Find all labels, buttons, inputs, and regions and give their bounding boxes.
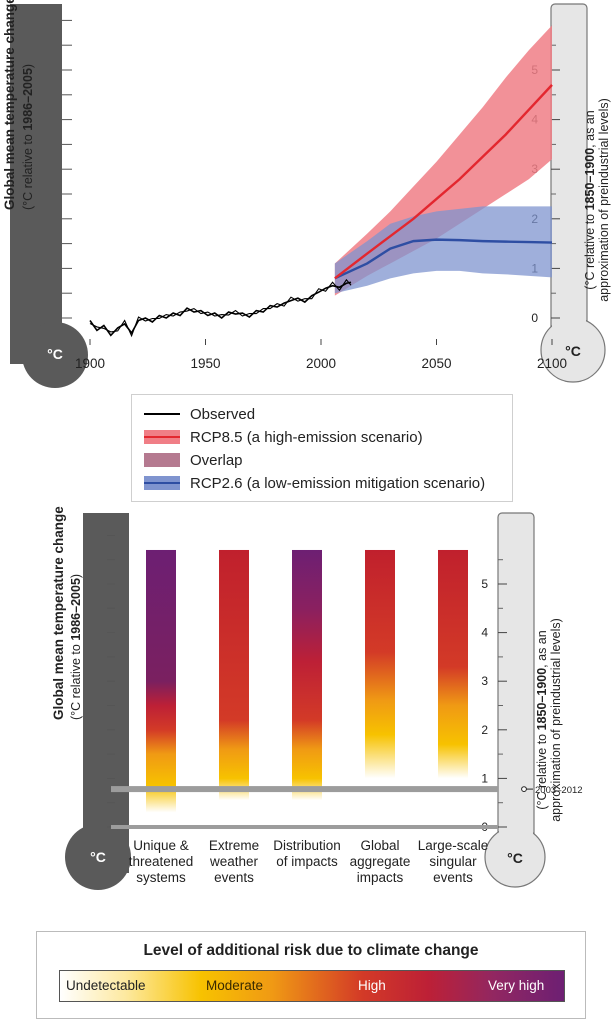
legend-swatch-overlap — [144, 453, 180, 467]
category-label: Global aggregate impacts — [350, 838, 411, 885]
category-label-line: events — [433, 870, 473, 885]
right-unit-symbol: °C — [507, 850, 523, 866]
legend-label: RCP2.6 (a low-emission mitigation scenar… — [190, 474, 486, 492]
right-tick-label: 5 — [481, 577, 488, 591]
risk-scale-bar: Undetectable Moderate High Very high — [59, 970, 565, 1002]
category-label-line: singular — [429, 854, 477, 869]
risk-level-high: High — [358, 978, 386, 993]
x-tick-label: 2000 — [306, 356, 336, 371]
risk-bar — [219, 549, 249, 827]
observed-line — [89, 281, 352, 337]
x-tick-label: 2100 — [537, 356, 567, 371]
left-thermometer-ticks — [107, 534, 115, 828]
zero-band — [111, 825, 498, 829]
risk-bar — [365, 549, 395, 827]
category-label-line: events — [214, 870, 254, 885]
risk-level-very-high: Very high — [488, 978, 545, 993]
left-thermometer-ticks — [62, 19, 72, 319]
left-unit-symbol: °C — [90, 849, 106, 865]
category-label-line: of impacts — [276, 854, 338, 869]
category-label-line: Extreme — [209, 838, 259, 853]
rcp26-mean-line — [334, 238, 553, 280]
risk-level-moderate: Moderate — [206, 978, 264, 993]
x-tick-label: 1900 — [75, 356, 105, 371]
rcp85-mean-line — [334, 84, 553, 280]
risk-scale-legend: Level of additional risk due to climate … — [36, 931, 586, 1019]
legend-item-rcp26: RCP2.6 (a low-emission mitigation scenar… — [144, 472, 485, 494]
legend-label: Observed — [190, 405, 256, 423]
left-axis-label: Global mean temperature change — [51, 506, 66, 720]
temperature-projection-chart: °C Global mean temperature change (°C re… — [2, 0, 611, 388]
plot-area — [89, 25, 553, 338]
category-label: Distribution of impacts — [273, 838, 341, 869]
legend-label: Overlap — [190, 451, 243, 469]
rcp26-uncertainty-band — [334, 206, 552, 294]
legend: Observed RCP8.5 (a high-emission scenari… — [131, 394, 513, 502]
risk-by-concern-chart: °C Global mean temperature change (°C re… — [51, 506, 583, 890]
category-label-line: impacts — [357, 870, 404, 885]
reference-band — [111, 786, 498, 793]
left-axis-sublabel: (°C relative to 1986–2005) — [69, 574, 83, 720]
left-axis-sublabel: (°C relative to 1986–2005) — [21, 64, 35, 210]
legend-item-observed: Observed — [144, 403, 255, 425]
legend-item-overlap: Overlap — [144, 449, 243, 471]
legend-swatch-observed — [144, 413, 180, 415]
risk-bar — [438, 549, 468, 827]
category-label: Large-scale singular events — [418, 838, 489, 885]
category-label-line: Large-scale — [418, 838, 489, 853]
right-tick-label: 4 — [481, 626, 488, 640]
right-axis-label-line2: approximation of preindustrial levels) — [597, 98, 611, 302]
left-thermometer: °C — [10, 4, 88, 388]
category-label-line: threatened — [129, 854, 194, 869]
legend-swatch-rcp85 — [144, 430, 180, 444]
left-thermometer: °C — [65, 513, 131, 890]
right-tick-label: 3 — [481, 674, 488, 688]
x-tick-label: 2050 — [421, 356, 451, 371]
right-unit-symbol: °C — [565, 343, 581, 359]
right-axis-label-line1: (°C relative to 1850–1900, as an — [583, 110, 597, 289]
x-axis: 1900 1950 2000 2050 2100 — [75, 339, 567, 371]
reference-marker-label: 2003–2012 — [535, 785, 583, 796]
right-axis-label-line2: approximation of preindustrial levels) — [549, 618, 563, 822]
risk-scale-title: Level of additional risk due to climate … — [143, 942, 479, 959]
left-axis-label: Global mean temperature change — [2, 0, 17, 210]
legend-item-rcp85: RCP8.5 (a high-emission scenario) — [144, 426, 423, 448]
x-tick-label: 1950 — [190, 356, 220, 371]
right-tick-label: 1 — [481, 771, 488, 785]
category-label: Unique & threatened systems — [129, 838, 194, 885]
reference-marker-dot — [521, 786, 527, 792]
right-thermometer: °C — [484, 512, 546, 888]
legend-label: RCP8.5 (a high-emission scenario) — [190, 428, 423, 446]
category-label-line: systems — [136, 870, 186, 885]
category-label: Extreme weather events — [209, 838, 259, 885]
risk-bar — [146, 549, 176, 827]
right-tick-label: 0 — [531, 311, 538, 325]
category-label-line: aggregate — [350, 854, 411, 869]
category-label-line: Distribution — [273, 838, 341, 853]
category-label-line: Unique & — [133, 838, 189, 853]
right-thermometer: °C — [540, 3, 606, 383]
left-unit-symbol: °C — [47, 346, 63, 362]
category-label-line: weather — [209, 854, 259, 869]
right-axis-label-line1: (°C relative to 1850–1900, as an — [535, 630, 549, 809]
observed-line-secondary — [89, 278, 352, 338]
right-tick-label: 2 — [481, 723, 488, 737]
category-label-line: Global — [360, 838, 399, 853]
risk-bar — [292, 549, 322, 827]
legend-swatch-rcp26 — [144, 476, 180, 490]
risk-level-undetectable: Undetectable — [66, 978, 146, 993]
